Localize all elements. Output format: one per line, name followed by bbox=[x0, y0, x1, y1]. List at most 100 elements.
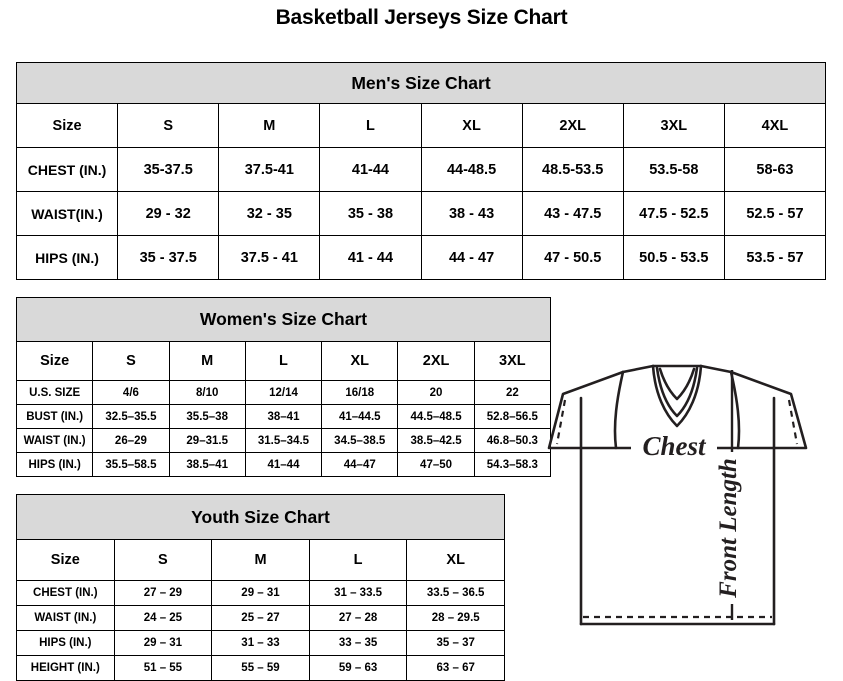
table-row: WAIST (IN.) 24 – 25 25 – 27 27 – 28 28 –… bbox=[16, 605, 505, 631]
mens-header-size: Size bbox=[15, 103, 119, 148]
womens-header-l: L bbox=[244, 341, 323, 381]
youth-waist-l: 27 – 28 bbox=[308, 605, 408, 631]
womens-chart-caption: Women's Size Chart bbox=[16, 297, 551, 342]
mens-header-row: Size S M L XL 2XL 3XL 4XL bbox=[15, 103, 827, 148]
mens-hips-2xl: 47 - 50.5 bbox=[521, 235, 624, 280]
womens-bust-2xl: 44.5–48.5 bbox=[397, 404, 475, 429]
table-row: CHEST (IN.) 35-37.5 37.5-41 41-44 44-48.… bbox=[15, 147, 827, 192]
right-sleeve-outline bbox=[729, 370, 808, 450]
mens-row-label-chest: CHEST (IN.) bbox=[15, 147, 119, 192]
mens-chest-xl: 44-48.5 bbox=[420, 147, 523, 192]
left-sleeve-outline bbox=[547, 370, 625, 450]
left-cuff-dashed-seam bbox=[555, 399, 567, 445]
youth-chest-l: 31 – 33.5 bbox=[308, 580, 408, 606]
womens-hips-3xl: 54.3–58.3 bbox=[473, 452, 552, 477]
womens-hips-m: 38.5–41 bbox=[168, 452, 246, 477]
womens-hips-s: 35.5–58.5 bbox=[92, 452, 170, 477]
womens-ussize-3xl: 22 bbox=[473, 380, 552, 405]
mens-hips-xl: 44 - 47 bbox=[420, 235, 523, 280]
youth-hips-xl: 35 – 37 bbox=[406, 630, 505, 656]
youth-hips-m: 31 – 33 bbox=[211, 630, 310, 656]
jersey-measurement-diagram: Chest Front Length bbox=[527, 352, 843, 679]
womens-header-3xl: 3XL bbox=[473, 341, 552, 381]
page-title: Basketball Jerseys Size Chart bbox=[275, 6, 568, 29]
womens-ussize-l: 12/14 bbox=[244, 380, 323, 405]
mens-hips-s: 35 - 37.5 bbox=[117, 235, 220, 280]
womens-header-s: S bbox=[92, 341, 170, 381]
youth-chest-s: 27 – 29 bbox=[113, 580, 213, 606]
mens-header-s: S bbox=[117, 103, 220, 148]
womens-bust-xl: 41–44.5 bbox=[321, 404, 399, 429]
youth-size-chart-table: Youth Size Chart Size S M L XL CHEST (IN… bbox=[16, 494, 505, 681]
youth-row-label-hips: HIPS (IN.) bbox=[16, 630, 115, 656]
womens-caption-row: Women's Size Chart bbox=[16, 297, 551, 342]
chest-label-backdrop bbox=[631, 434, 717, 462]
womens-waist-m: 29–31.5 bbox=[168, 428, 246, 453]
youth-header-xl: XL bbox=[406, 539, 505, 581]
womens-header-size: Size bbox=[15, 341, 94, 381]
youth-height-s: 51 – 55 bbox=[113, 655, 213, 681]
right-shoulder-line bbox=[699, 364, 733, 374]
youth-header-row: Size S M L XL bbox=[16, 539, 505, 581]
womens-row-label-bust: BUST (IN.) bbox=[15, 404, 94, 429]
mens-caption-row: Men's Size Chart bbox=[16, 62, 826, 104]
chest-measure-label: Chest bbox=[642, 431, 707, 461]
mens-chest-s: 35-37.5 bbox=[117, 147, 220, 192]
front-length-label-backdrop bbox=[719, 452, 745, 604]
table-row: WAIST(IN.) 29 - 32 32 - 35 35 - 38 38 - … bbox=[15, 191, 827, 236]
womens-waist-s: 26–29 bbox=[92, 428, 170, 453]
youth-waist-s: 24 – 25 bbox=[113, 605, 213, 631]
mens-hips-3xl: 50.5 - 53.5 bbox=[622, 235, 725, 280]
mens-hips-l: 41 - 44 bbox=[319, 235, 422, 280]
left-shoulder-line bbox=[621, 364, 655, 374]
table-row: HIPS (IN.) 29 – 31 31 – 33 33 – 35 35 – … bbox=[16, 630, 505, 656]
vneck-middle bbox=[655, 366, 699, 418]
mens-chest-3xl: 53.5-58 bbox=[622, 147, 725, 192]
youth-hips-s: 29 – 31 bbox=[113, 630, 213, 656]
table-row: CHEST (IN.) 27 – 29 29 – 31 31 – 33.5 33… bbox=[16, 580, 505, 606]
womens-hips-2xl: 47–50 bbox=[397, 452, 475, 477]
youth-waist-m: 25 – 27 bbox=[211, 605, 310, 631]
youth-chest-m: 29 – 31 bbox=[211, 580, 310, 606]
table-row: WAIST (IN.) 26–29 29–31.5 31.5–34.5 34.5… bbox=[15, 428, 552, 453]
mens-chest-m: 37.5-41 bbox=[218, 147, 321, 192]
mens-row-label-waist: WAIST(IN.) bbox=[15, 191, 119, 236]
womens-row-label-hips: HIPS (IN.) bbox=[15, 452, 94, 477]
table-row: HIPS (IN.) 35 - 37.5 37.5 - 41 41 - 44 4… bbox=[15, 235, 827, 280]
womens-ussize-2xl: 20 bbox=[397, 380, 475, 405]
youth-header-l: L bbox=[308, 539, 408, 581]
mens-row-label-hips: HIPS (IN.) bbox=[15, 235, 119, 280]
womens-bust-s: 32.5–35.5 bbox=[92, 404, 170, 429]
left-armhole bbox=[613, 370, 625, 450]
womens-row-label-waist: WAIST (IN.) bbox=[15, 428, 94, 453]
right-cuff-dashed-seam bbox=[787, 399, 799, 445]
womens-bust-m: 35.5–38 bbox=[168, 404, 246, 429]
youth-height-l: 59 – 63 bbox=[308, 655, 408, 681]
mens-header-l: L bbox=[319, 103, 422, 148]
youth-height-xl: 63 – 67 bbox=[406, 655, 505, 681]
table-row: HIPS (IN.) 35.5–58.5 38.5–41 41–44 44–47… bbox=[15, 452, 552, 477]
youth-height-m: 55 – 59 bbox=[211, 655, 310, 681]
youth-row-label-height: HEIGHT (IN.) bbox=[16, 655, 115, 681]
youth-row-label-waist: WAIST (IN.) bbox=[16, 605, 115, 631]
womens-ussize-s: 4/6 bbox=[92, 380, 170, 405]
youth-caption-row: Youth Size Chart bbox=[16, 494, 505, 540]
womens-size-chart-table: Women's Size Chart Size S M L XL 2XL 3XL… bbox=[15, 297, 552, 477]
womens-bust-l: 38–41 bbox=[244, 404, 323, 429]
front-length-measure-label: Front Length bbox=[715, 458, 742, 599]
mens-waist-2xl: 43 - 47.5 bbox=[521, 191, 624, 236]
mens-hips-4xl: 53.5 - 57 bbox=[723, 235, 827, 280]
womens-hips-xl: 44–47 bbox=[321, 452, 399, 477]
youth-header-size: Size bbox=[16, 539, 115, 581]
table-row: BUST (IN.) 32.5–35.5 35.5–38 38–41 41–44… bbox=[15, 404, 552, 429]
womens-hips-l: 41–44 bbox=[244, 452, 323, 477]
mens-header-4xl: 4XL bbox=[723, 103, 827, 148]
mens-waist-3xl: 47.5 - 52.5 bbox=[622, 191, 725, 236]
womens-row-label-us-size: U.S. SIZE bbox=[15, 380, 94, 405]
womens-ussize-xl: 16/18 bbox=[321, 380, 399, 405]
womens-header-m: M bbox=[168, 341, 246, 381]
youth-hips-l: 33 – 35 bbox=[308, 630, 408, 656]
youth-header-m: M bbox=[211, 539, 310, 581]
mens-header-2xl: 2XL bbox=[521, 103, 624, 148]
mens-waist-l: 35 - 38 bbox=[319, 191, 422, 236]
